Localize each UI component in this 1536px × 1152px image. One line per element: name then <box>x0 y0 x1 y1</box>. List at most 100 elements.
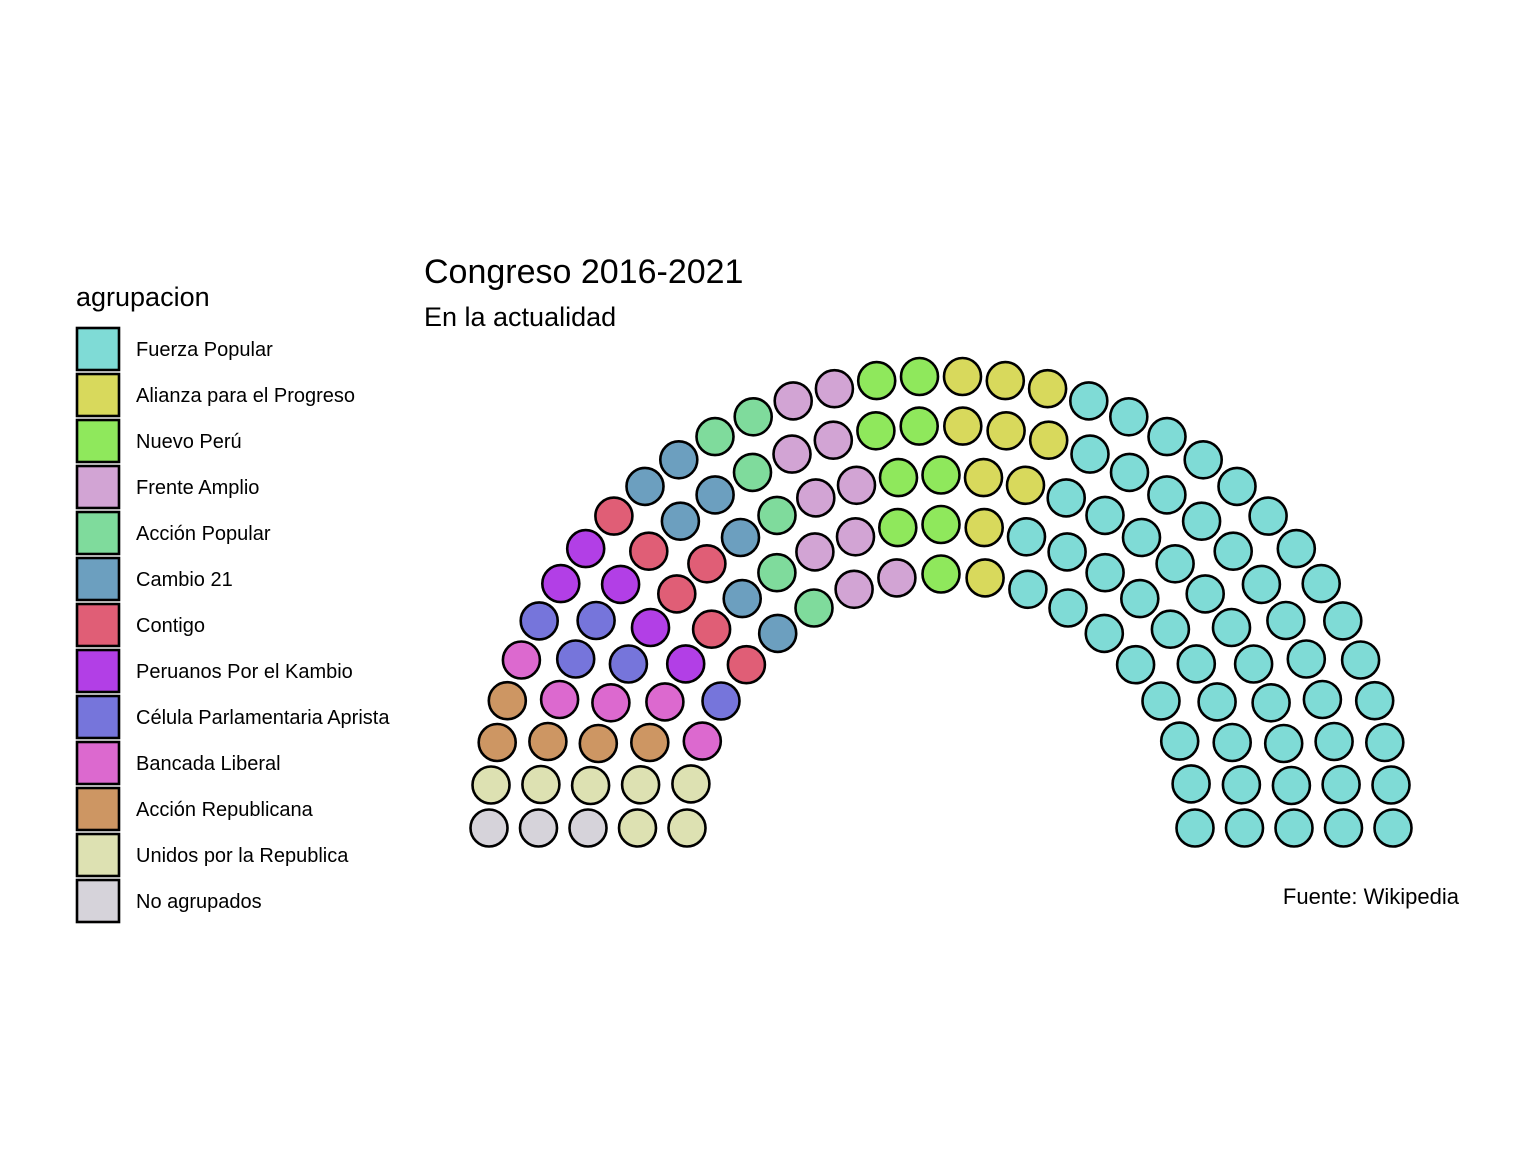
seat-cambio-21 <box>722 578 763 619</box>
seat-fuerza-popular <box>1224 808 1265 848</box>
seat-fuerza-popular <box>1121 517 1162 558</box>
seat-frente-amplio <box>795 532 835 572</box>
seat-fuerza-popular <box>1217 466 1257 507</box>
seat-unidos-por-la-republica <box>667 808 707 848</box>
seat-fuerza-popular <box>1266 600 1306 641</box>
seat-unidos-por-la-republica <box>521 764 561 805</box>
seat-fuerza-popular <box>1147 416 1187 457</box>
seat-contigo <box>594 496 634 536</box>
seat-accion-popular <box>732 452 773 493</box>
seat-fuerza-popular <box>1371 765 1411 805</box>
seat-nuevo-peru <box>856 360 897 401</box>
legend-label-peruanos-por-el-kambio: Peruanos Por el Kambio <box>136 661 353 683</box>
seat-bancada-liberal <box>591 682 631 723</box>
seat-accion-republicana <box>629 722 670 763</box>
seat-contigo <box>691 609 732 650</box>
seat-accion-republicana <box>487 680 528 721</box>
seat-nuevo-peru <box>921 455 961 495</box>
seat-accion-popular <box>757 552 797 593</box>
legend-label-alianza-para-el-progreso: Alianza para el Progreso <box>136 385 355 407</box>
chart-title: Congreso 2016-2021 <box>424 253 743 291</box>
seat-accion-popular <box>794 588 834 628</box>
chart-caption: Fuente: Wikipedia <box>1283 884 1460 909</box>
seat-fuerza-popular <box>1175 808 1215 848</box>
legend-label-cambio-21: Cambio 21 <box>136 569 233 591</box>
seat-fuerza-popular <box>1323 808 1364 848</box>
seat-fuerza-popular <box>1263 723 1304 764</box>
legend-key-frente-amplio <box>75 464 121 510</box>
seat-unidos-por-la-republica <box>471 765 511 805</box>
seat-unidos-por-la-republica <box>671 764 711 804</box>
seat-nuevo-peru <box>899 406 940 446</box>
seat-bancada-liberal <box>501 640 542 680</box>
legend-key-accion-popular <box>75 510 121 556</box>
legend-label-frente-amplio: Frente Amplio <box>136 477 259 499</box>
seat-celula-parlamentaria-aprista <box>555 639 596 679</box>
legend-key-accion-republicana <box>75 786 121 832</box>
seat-nuevo-peru <box>921 504 961 545</box>
seat-alianza-para-el-progreso <box>986 410 1026 451</box>
seat-fuerza-popular <box>1185 574 1225 614</box>
seat-celula-parlamentaria-aprista <box>608 644 649 684</box>
seat-fuerza-popular <box>1120 578 1160 619</box>
legend-key-no-agrupados <box>75 878 121 924</box>
seat-fuerza-popular <box>1221 764 1262 805</box>
seat-fuerza-popular <box>1354 680 1395 721</box>
legend-label-contigo: Contigo <box>136 615 205 637</box>
seat-fuerza-popular <box>1286 639 1327 679</box>
seat-peruanos-por-el-kambio <box>600 564 641 605</box>
seat-cambio-21 <box>757 613 798 654</box>
seat-fuerza-popular <box>1084 613 1125 654</box>
seat-alianza-para-el-progreso <box>965 558 1005 598</box>
seat-nuevo-peru <box>899 356 940 397</box>
seat-nuevo-peru <box>877 507 918 548</box>
seat-cambio-21 <box>625 466 665 507</box>
legend-key-alianza-para-el-progreso <box>75 372 121 418</box>
seat-fuerza-popular <box>1251 682 1291 723</box>
seat-fuerza-popular <box>1211 607 1252 648</box>
seat-fuerza-popular <box>1070 434 1110 474</box>
seat-frente-amplio <box>835 516 876 557</box>
seat-fuerza-popular <box>1155 543 1195 584</box>
seat-nuevo-peru <box>878 457 919 498</box>
seat-unidos-por-la-republica <box>570 765 611 806</box>
seat-no-agrupados <box>469 808 509 848</box>
seat-bancada-liberal <box>645 682 685 722</box>
seat-fuerza-popular <box>1159 721 1200 761</box>
seat-alianza-para-el-progreso <box>942 406 983 446</box>
seat-fuerza-popular <box>1046 478 1086 518</box>
seat-celula-parlamentaria-aprista <box>576 600 616 641</box>
seat-nuevo-peru <box>921 554 961 594</box>
seat-fuerza-popular <box>1241 564 1282 605</box>
seat-accion-republicana <box>578 723 619 764</box>
seat-accion-popular <box>757 495 797 536</box>
seat-fuerza-popular <box>1085 552 1125 593</box>
seat-alianza-para-el-progreso <box>1028 420 1069 461</box>
seat-no-agrupados <box>568 808 608 848</box>
seat-fuerza-popular <box>1365 722 1405 763</box>
seat-fuerza-popular <box>1274 808 1314 848</box>
seat-fuerza-popular <box>1197 682 1237 722</box>
seat-celula-parlamentaria-aprista <box>519 601 560 641</box>
seat-contigo <box>656 574 697 614</box>
seat-fuerza-popular <box>1271 765 1312 806</box>
seat-unidos-por-la-republica <box>620 764 661 805</box>
legend-label-fuerza-popular: Fuerza Popular <box>136 339 273 361</box>
seat-fuerza-popular <box>1323 601 1363 641</box>
legend-label-unidos-por-la-republica: Unidos por la Republica <box>136 845 349 867</box>
seat-fuerza-popular <box>1150 609 1191 650</box>
seat-accion-popular <box>695 416 735 457</box>
seat-fuerza-popular <box>1171 764 1211 804</box>
legend-key-fuerza-popular <box>75 326 121 372</box>
seat-cambio-21 <box>660 501 701 542</box>
seat-unidos-por-la-republica <box>617 808 658 848</box>
seat-frente-amplio <box>795 478 836 518</box>
seat-alianza-para-el-progreso <box>942 356 983 397</box>
seat-fuerza-popular <box>1301 563 1341 604</box>
seat-accion-republicana <box>477 722 518 763</box>
seat-fuerza-popular <box>1006 516 1047 557</box>
seat-contigo <box>687 543 727 584</box>
seat-frente-amplio <box>773 381 814 421</box>
chart-subtitle: En la actualidad <box>424 302 616 332</box>
